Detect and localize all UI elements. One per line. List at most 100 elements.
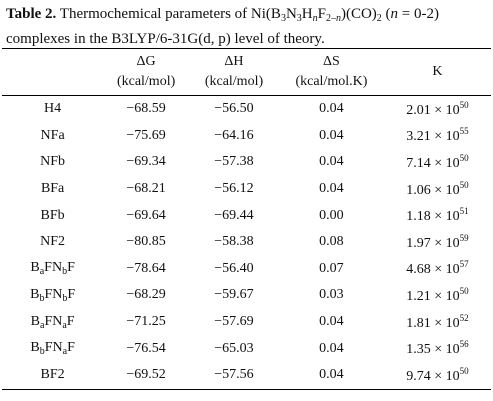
value-cell: −64.16 xyxy=(214,127,254,143)
text-run: BF2 xyxy=(40,367,65,383)
header-row: ΔG (kcal/mol) ΔH (kcal/mol) ΔS (kcal/mol.K) K xyxy=(2,48,491,96)
value-cell: 0.08 xyxy=(319,234,344,250)
text-run: )(CO) xyxy=(340,6,377,22)
value-cell: −80.85 xyxy=(126,234,166,250)
value-cell: −57.69 xyxy=(214,314,254,330)
text-run: F xyxy=(67,260,75,276)
value-cell: 0.03 xyxy=(319,287,344,303)
k-cell: 7.14 × 1050 xyxy=(384,149,491,176)
table-row: NFa −75.69 −64.16 0.04 3.21 × 1055 xyxy=(2,123,491,150)
value-cell: −57.38 xyxy=(214,154,254,170)
table-row: BaFNaF −71.25 −57.69 0.04 1.81 × 1052 xyxy=(2,309,491,336)
value-cell: 0.07 xyxy=(319,260,344,276)
value-cell: 0.00 xyxy=(319,207,344,223)
k-exponent: 50 xyxy=(459,99,469,110)
text-run: = 0-2) complexes in the B3LYP/6-31G(d, p… xyxy=(6,6,439,47)
text-run: b xyxy=(62,292,68,304)
k-exponent: 52 xyxy=(459,312,469,323)
k-cell: 3.21 × 1055 xyxy=(384,123,491,150)
text-run: a xyxy=(62,346,68,358)
table-row: BFb −69.64 −69.44 0.00 1.18 × 1051 xyxy=(2,202,491,229)
value-cell: 0.04 xyxy=(279,361,384,390)
table-row: BFa −68.21 −56.12 0.04 1.06 × 1050 xyxy=(2,176,491,203)
text-run: F xyxy=(67,340,75,356)
text-run: F xyxy=(317,6,326,22)
table-row: NF2 −80.85 −58.38 0.08 1.97 × 1059 xyxy=(2,229,491,256)
text-run: FN xyxy=(44,340,63,356)
text-run: N xyxy=(285,6,297,22)
value-cell: −68.21 xyxy=(126,181,166,197)
header-line: ΔG xyxy=(136,54,156,69)
text-run: FN xyxy=(44,260,63,276)
text-run: 3 xyxy=(296,13,302,24)
k-mantissa: 1.97 × 10 xyxy=(406,235,460,251)
value-cell: −69.52 xyxy=(103,361,189,390)
k-mantissa: 1.18 × 10 xyxy=(406,209,460,225)
header-cell: K xyxy=(383,48,491,96)
text-run: Thermochemical parameters of Ni(B xyxy=(56,6,281,22)
text-run: FN xyxy=(44,313,63,329)
text-run: n xyxy=(335,13,341,24)
k-exponent: 57 xyxy=(459,259,469,270)
k-mantissa: 1.21 × 10 xyxy=(406,288,460,304)
header-line: K xyxy=(432,64,443,79)
k-cell: 1.06 × 1050 xyxy=(384,176,491,203)
value-cell: −69.64 xyxy=(126,207,166,223)
text-run: Table 2. xyxy=(6,6,57,22)
header-line: (kcal/mol.K) xyxy=(295,74,368,89)
table-row: BbFNaF −76.54 −65.03 0.04 1.35 × 1056 xyxy=(2,335,491,362)
header-cell: ΔS (kcal/mol.K) xyxy=(279,48,384,96)
row-label: BaFNbF xyxy=(2,256,103,283)
value-cell: −57.56 xyxy=(188,361,279,390)
row-label: BFb xyxy=(2,202,103,229)
value-cell: −78.64 xyxy=(126,260,166,276)
text-run: FN xyxy=(44,286,63,302)
k-exponent: 59 xyxy=(459,232,469,243)
text-run: F xyxy=(67,286,76,302)
text-run: NF2 xyxy=(40,234,66,250)
text-run: n xyxy=(390,6,399,22)
k-exponent: 56 xyxy=(459,339,469,350)
k-exponent: 50 xyxy=(459,285,469,296)
k-mantissa: 1.06 × 10 xyxy=(406,182,460,198)
header-line: (kcal/mol) xyxy=(116,74,176,89)
table: ΔG (kcal/mol) ΔH (kcal/mol) ΔS (kcal/mol.K) K H… xyxy=(2,48,491,390)
k-mantissa: 7.14 × 10 xyxy=(406,155,460,171)
header-cell: ΔG (kcal/mol) xyxy=(103,48,189,96)
k-cell: 1.35 × 1056 xyxy=(384,335,491,362)
table-row: BF2 −69.52 −57.56 0.04 9.74 × 1050 xyxy=(2,361,491,390)
text-run: BFb xyxy=(40,207,65,223)
text-run: H xyxy=(301,6,313,22)
text-run: NFa xyxy=(40,127,65,143)
caption: Table 2. Thermochemical parameters of Ni… xyxy=(6,4,476,49)
row-label: BbFNaF xyxy=(2,335,103,362)
k-cell: 1.81 × 1052 xyxy=(384,309,491,336)
text-run: n xyxy=(312,13,318,24)
table-row: BaFNbF −78.64 −56.40 0.07 4.68 × 1057 xyxy=(2,256,491,283)
value-cell: −56.12 xyxy=(214,181,254,197)
value-cell: −56.50 xyxy=(214,101,254,117)
row-label: H4 xyxy=(2,96,103,123)
header-cell: ΔH (kcal/mol) xyxy=(188,48,279,96)
value-cell: 0.04 xyxy=(319,181,344,197)
row-label: NF2 xyxy=(2,229,103,256)
value-cell: −68.59 xyxy=(126,101,166,117)
text-run: 2 xyxy=(376,13,382,24)
k-cell: 1.18 × 1051 xyxy=(384,202,491,229)
k-exponent: 50 xyxy=(459,365,469,376)
header-line: ΔS xyxy=(323,54,340,69)
text-run: BFa xyxy=(40,181,65,197)
text-run: a xyxy=(39,319,45,331)
k-cell: 4.68 × 1057 xyxy=(384,256,491,283)
row-label: NFa xyxy=(2,123,103,150)
row-label: BaFNaF xyxy=(2,309,103,336)
value-cell: −71.25 xyxy=(126,314,166,330)
value-cell: −59.67 xyxy=(214,287,254,303)
k-mantissa: 4.68 × 10 xyxy=(406,262,460,278)
k-exponent: 50 xyxy=(459,179,469,190)
text-run: ( xyxy=(381,6,391,22)
k-cell: 1.21 × 1050 xyxy=(384,282,491,309)
table-row: H4 −68.59 −56.50 0.04 2.01 × 1050 xyxy=(2,96,491,123)
k-cell: 9.74 × 1050 xyxy=(383,361,491,390)
